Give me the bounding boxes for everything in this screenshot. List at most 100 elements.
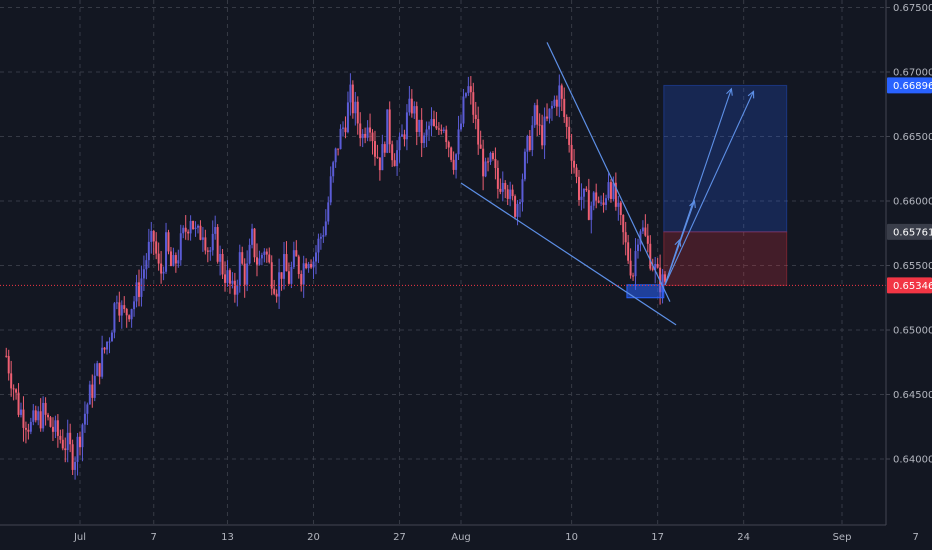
candle-body	[91, 384, 94, 398]
candle-body	[455, 154, 458, 170]
candle-body	[477, 119, 480, 145]
candle-body	[155, 241, 158, 254]
forecast-arrow[interactable]	[664, 239, 681, 286]
candle-body	[445, 129, 448, 143]
candle-body	[216, 227, 219, 262]
candle-body	[487, 161, 490, 163]
candle-body	[533, 105, 536, 126]
time-axis[interactable]: Jul 7 13 20 27 Aug 10 17 24 Sep 7	[0, 524, 932, 550]
candle-body	[339, 128, 342, 150]
candle-body	[376, 156, 379, 158]
candle-body	[506, 189, 509, 199]
drawing-tools[interactable]	[460, 42, 755, 326]
candle-body	[518, 202, 521, 204]
candle-body	[314, 252, 317, 262]
candle-body	[241, 252, 244, 264]
price-level-badge[interactable]	[887, 223, 932, 240]
candle-body	[233, 280, 236, 295]
candle-body	[354, 101, 357, 114]
candle-body	[93, 375, 96, 398]
candle-body	[160, 263, 163, 274]
candle-body	[531, 125, 534, 151]
lower-trendline[interactable]	[460, 182, 677, 326]
candle-body	[150, 230, 153, 242]
candle-body	[44, 402, 47, 415]
candle-body	[351, 84, 354, 114]
candle-body	[297, 256, 300, 275]
candle-body	[71, 444, 74, 470]
candle-body	[651, 268, 654, 270]
candle-body	[98, 363, 101, 377]
candle-body	[172, 255, 175, 267]
forecast-arrow[interactable]	[664, 91, 755, 286]
candle-body	[344, 127, 347, 133]
upper-trendline[interactable]	[546, 42, 671, 302]
candle-body	[656, 263, 659, 268]
candle-body	[194, 227, 197, 230]
candle-body	[221, 253, 224, 275]
candle-body	[265, 251, 268, 255]
candle-body	[447, 142, 450, 148]
candle-body	[263, 251, 266, 255]
candle-body	[125, 309, 128, 316]
candle-body	[64, 448, 67, 451]
candle-body	[140, 278, 143, 297]
candle-body	[607, 182, 610, 199]
candle-body	[7, 356, 10, 374]
price-axis[interactable]: 0.67500 0.67000 0.66500 0.66000 0.65500 0.650…	[885, 0, 932, 550]
candle-body	[435, 126, 438, 129]
candle-body	[302, 263, 305, 285]
time-tick-label: Aug	[451, 532, 471, 543]
candle-body	[590, 205, 593, 220]
candle-body	[609, 182, 612, 199]
candle-body	[255, 257, 258, 265]
candle-body	[59, 435, 62, 440]
candle-body	[329, 176, 332, 203]
candle-body	[423, 135, 426, 144]
price-level-badge[interactable]	[887, 77, 932, 94]
candle-body	[460, 123, 462, 130]
candle-body	[575, 167, 578, 177]
candle-body	[543, 116, 546, 146]
candle-body	[504, 183, 507, 190]
forecast-arrowhead	[747, 90, 755, 99]
candle-body	[184, 227, 187, 232]
candle-body	[258, 258, 261, 265]
candle-body	[201, 237, 204, 240]
candle-body	[528, 135, 531, 151]
candle-body	[514, 196, 517, 217]
price-tick-label: 0.67500	[893, 3, 932, 14]
position-zones[interactable]	[663, 84, 788, 286]
candle-body	[469, 86, 472, 93]
price-level-label: 0.65761	[893, 227, 932, 238]
candle-body	[142, 269, 145, 279]
candle-body	[76, 436, 79, 462]
candle-body	[636, 244, 639, 251]
candle-body	[66, 432, 69, 451]
candle-body	[622, 215, 625, 233]
candle-body	[334, 148, 337, 163]
target-zone[interactable]	[663, 84, 788, 233]
candle-body	[61, 439, 64, 449]
support-zone[interactable]	[626, 284, 665, 299]
candle-body	[420, 119, 423, 144]
candle-body	[361, 133, 364, 139]
candle-body	[253, 228, 256, 258]
candle-body	[573, 160, 576, 168]
candle-body	[393, 160, 396, 167]
price-tick-label: 0.67000	[893, 68, 932, 79]
candle-body	[37, 411, 40, 421]
risk-zone[interactable]	[663, 231, 788, 286]
candle-body	[49, 417, 52, 427]
candle-body	[79, 436, 81, 448]
candle-body	[133, 301, 136, 310]
candle-body	[403, 134, 406, 140]
candle-body	[398, 136, 401, 151]
candle-body	[381, 144, 384, 171]
candle-body	[366, 127, 369, 138]
candle-body	[378, 157, 381, 171]
candle-body	[388, 109, 391, 145]
price-level-badge[interactable]	[887, 277, 932, 294]
candle-body	[639, 231, 642, 245]
